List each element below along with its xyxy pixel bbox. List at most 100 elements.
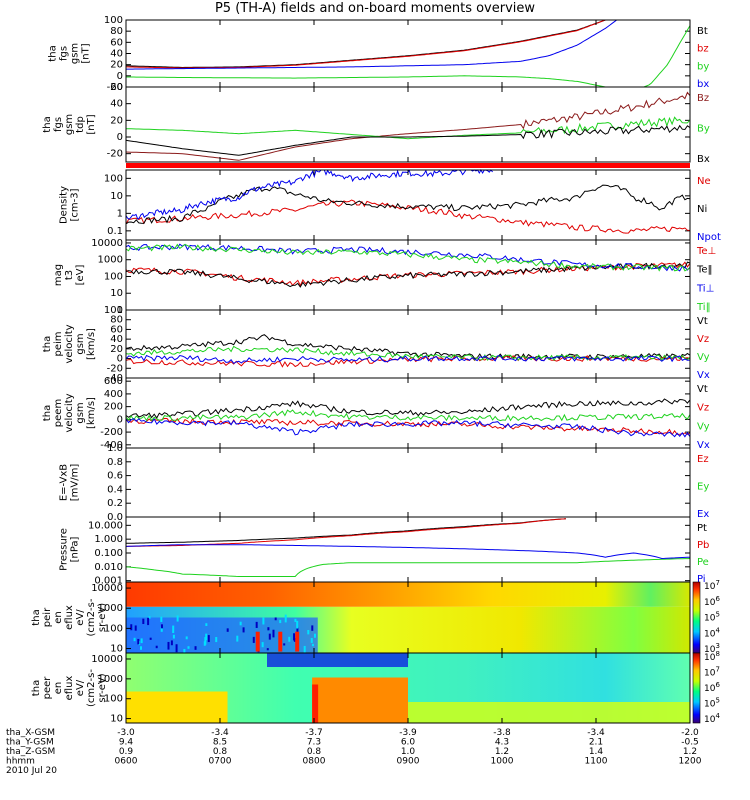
y-axis-label: gsm <box>75 333 86 354</box>
x-tick-label: -3.4 <box>587 728 605 738</box>
series-line-Vx <box>125 354 691 365</box>
series-line-Ti⊥ <box>125 243 691 272</box>
spectrogram-pixel <box>170 640 173 646</box>
series-line-Ne <box>125 199 691 234</box>
spectrogram-band <box>126 617 318 653</box>
legend-label: Pe <box>697 557 709 568</box>
legend-label: Ti⊥ <box>696 283 714 294</box>
legend-label: Bx <box>697 154 710 165</box>
y-tick-label: 400 <box>104 389 123 400</box>
y-axis-label: tha <box>48 45 59 61</box>
y-axis-label: [mV/m] <box>70 464 81 502</box>
x-axis-row-label: 2010 Jul 20 <box>6 766 57 776</box>
legend-label: Vx <box>697 370 710 381</box>
spectrogram-pixel <box>140 638 143 644</box>
spectrogram-pixel <box>283 643 286 646</box>
legend-label: Ex <box>697 509 709 520</box>
y-axis-label: E=-VxB <box>59 464 70 501</box>
panel-frame <box>125 516 691 583</box>
x-axis-row-label: tha_Y-GSM <box>6 738 54 748</box>
legend-label: Vz <box>697 403 709 414</box>
x-tick-label: -3.8 <box>493 728 511 738</box>
y-tick-label: 0.8 <box>107 457 123 468</box>
legend-label: Vz <box>697 334 709 345</box>
y-axis-label: eflux <box>64 605 75 630</box>
y-tick-label: 40 <box>110 334 123 345</box>
spectrogram-pixel <box>296 620 299 629</box>
spectrogram-pixel <box>134 625 137 631</box>
legend-label: bz <box>697 44 709 55</box>
y-axis-label: (cm2-s- <box>86 598 97 636</box>
series-line-Pi <box>125 544 691 560</box>
y-tick-label: 20 <box>110 344 123 355</box>
series-line-Npot <box>125 168 493 220</box>
colorbar <box>692 652 701 724</box>
y-tick-label: 20 <box>110 115 123 126</box>
y-axis-label: tha <box>31 609 42 625</box>
colorbar-tick-label: 107 <box>704 579 720 592</box>
x-tick-label: 4.3 <box>495 738 509 748</box>
x-tick-label: 8.5 <box>213 738 227 748</box>
legend-label: Te‖ <box>696 265 713 276</box>
legend-label: Vt <box>697 384 708 395</box>
legend-label: Ez <box>697 454 709 465</box>
x-tick-label: 2.1 <box>589 738 603 748</box>
spectrogram-pixel <box>155 645 158 649</box>
spectrogram-pixel <box>313 633 316 638</box>
y-tick-label: 60 <box>110 324 123 335</box>
legend-label: Ti‖ <box>696 302 711 313</box>
y-tick-label: -400 <box>100 440 123 451</box>
x-tick-label: 1.2 <box>495 747 509 757</box>
spectrogram-pixel <box>194 646 197 650</box>
series-line-Vy <box>125 345 691 362</box>
y-axis-label: peer <box>42 676 53 700</box>
colorbar-tick-label: 105 <box>704 611 720 624</box>
y-tick-label: 100 <box>104 15 123 26</box>
spectrogram-pixel <box>130 624 133 631</box>
y-tick-label: 10000 <box>91 583 123 594</box>
series-line-By <box>126 116 691 140</box>
legend-label: Vy <box>697 421 710 432</box>
y-axis-label: eV/ <box>75 679 86 696</box>
panel-temperature: 10000 1000 100 10 1 Te⊥ Te‖ Ti⊥ Ti‖ mag t3 [eV] <box>53 238 716 316</box>
x-tick-label: 7.3 <box>307 738 321 748</box>
spectrogram-pixel <box>242 627 245 633</box>
panel-fgs-gse: 60 40 20 0 -20 Bz By Bx tha fgs gsm tdp [nT] <box>42 82 710 165</box>
x-tick-label: -3.4 <box>211 728 229 738</box>
y-tick-label: 80 <box>110 26 123 37</box>
spectrogram-pixel <box>137 638 140 645</box>
legend-label: Bt <box>697 26 708 37</box>
x-tick-label: -3.0 <box>117 728 135 738</box>
y-tick-label: 1000 <box>98 603 123 614</box>
spectrogram-band <box>312 677 408 723</box>
spectrogram-pixel <box>175 644 178 653</box>
x-axis-row-label: hhmm <box>6 757 35 767</box>
y-axis-label: gsm <box>70 43 81 64</box>
y-tick-label: 0.2 <box>107 498 123 509</box>
spectrogram-pixel <box>294 618 297 622</box>
y-tick-label: 0.001 <box>94 576 123 587</box>
spectrogram-burst <box>255 631 260 652</box>
x-tick-label: 0.9 <box>119 747 134 757</box>
y-tick-label: 1000 <box>98 674 123 685</box>
y-axis-label: peim <box>53 331 64 356</box>
spectrogram-pixel <box>266 648 269 651</box>
spectrogram-pixel <box>185 636 188 640</box>
y-axis-label: tdp <box>75 116 86 133</box>
spectrogram-pixel <box>303 645 306 654</box>
y-tick-label: 10 <box>110 288 123 299</box>
x-tick-label: 0800 <box>303 757 326 767</box>
y-axis-label: en <box>53 611 64 624</box>
y-tick-label: 1 <box>117 208 123 219</box>
panel-divider-bar <box>126 163 690 168</box>
spectrogram-pixel <box>148 616 151 619</box>
x-tick-label: 0700 <box>209 757 232 767</box>
spectrogram-pixel <box>176 615 179 622</box>
panel-frame <box>125 86 691 163</box>
spectrogram-pixel <box>160 616 163 622</box>
colorbar <box>692 581 701 654</box>
y-tick-label: 40 <box>110 99 123 110</box>
